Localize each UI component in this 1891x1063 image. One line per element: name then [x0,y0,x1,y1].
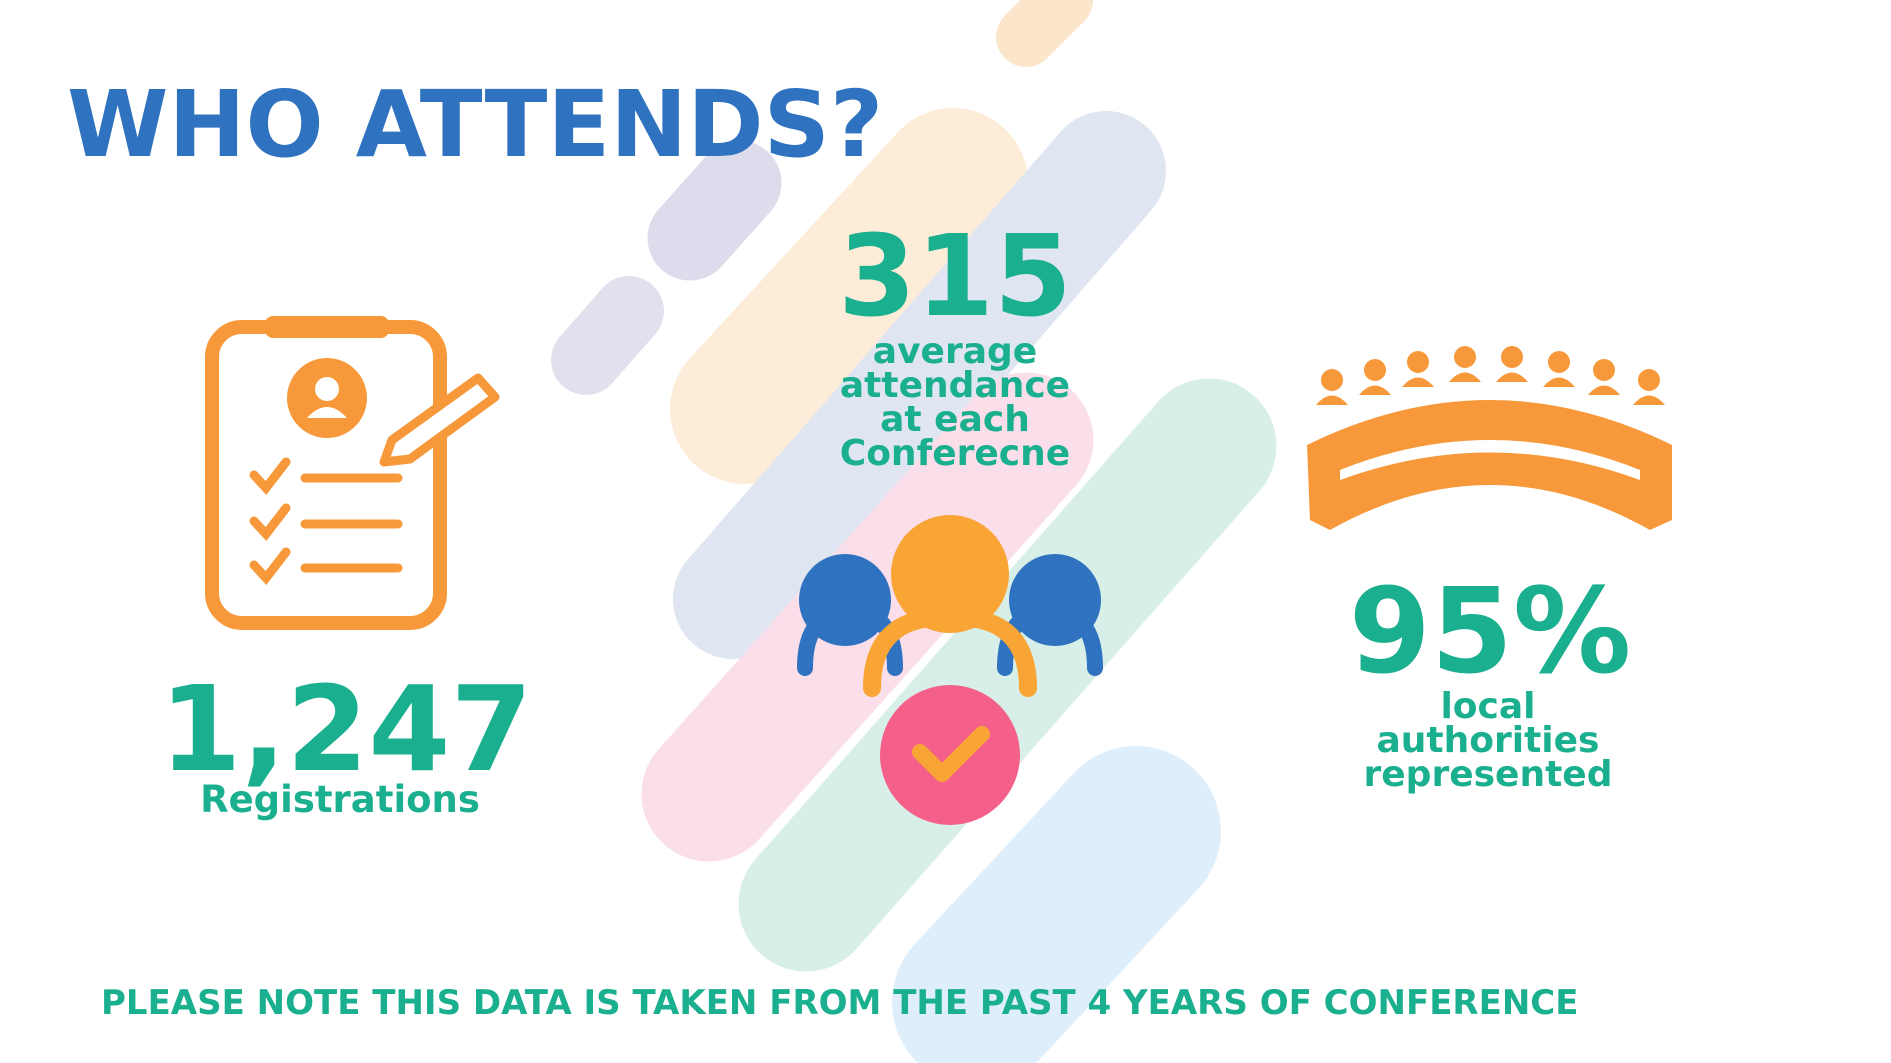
stat-label: local [1440,686,1535,727]
assembly-icon [1307,346,1672,530]
bench [1307,400,1672,530]
check [912,726,990,782]
avatar-body [307,407,347,418]
pencil [379,373,500,467]
stat-value: 95% [1349,562,1631,700]
bg-stripe [670,108,1028,484]
stat-attendance: 315 average attendance at each Conferecn… [838,212,1072,474]
audience [1316,346,1665,405]
clip [265,316,389,338]
person-head [799,554,891,646]
title: WHO ATTENDS? [67,71,883,178]
stat-label: Registrations [200,778,480,821]
bg-stripe [673,111,1166,659]
stat-authorities: 95% local authorities represented [1349,562,1631,795]
stat-label: represented [1364,754,1613,795]
stat-value: 315 [838,212,1072,342]
stat-label: average [873,331,1037,372]
bg-stripe [892,746,1221,1063]
person-head [1009,554,1101,646]
stat-label: attendance [840,365,1070,406]
avatar-head [315,377,339,401]
stat-registrations: 1,247 Registrations [159,660,532,821]
person-head [891,515,1009,633]
bg-stripe [551,276,664,395]
bench-line [1340,440,1640,480]
stat-label: at each [880,399,1030,440]
stat-value: 1,247 [159,660,532,798]
stat-label: Conferecne [840,433,1070,474]
stat-label: authorities [1377,720,1600,761]
bg-stripe [996,0,1093,67]
checklist [249,457,403,585]
clipboard-icon [205,316,500,630]
bg-stripe [647,140,782,281]
footer-note: PLEASE NOTE THIS DATA IS TAKEN FROM THE … [101,983,1578,1023]
people-icon [797,515,1103,825]
